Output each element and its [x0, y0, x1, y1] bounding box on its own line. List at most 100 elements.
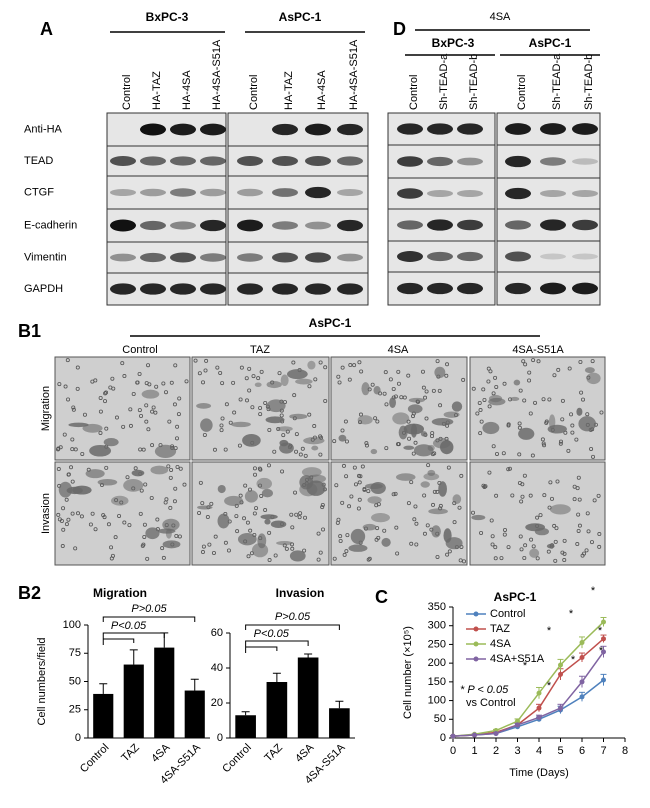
pore	[352, 465, 357, 470]
pore	[431, 502, 436, 507]
blot-band	[457, 189, 483, 198]
pore	[211, 551, 216, 556]
blot-band	[427, 189, 453, 198]
pore	[411, 451, 416, 456]
pore	[250, 405, 255, 410]
stained-cell	[266, 381, 282, 389]
blot-band	[572, 123, 598, 135]
pore	[569, 412, 574, 417]
stained-cell	[510, 396, 520, 402]
pore	[555, 479, 560, 484]
blot-band	[170, 123, 196, 136]
y-tick-label: 150	[428, 676, 446, 688]
pore	[490, 542, 495, 547]
stained-cell	[348, 544, 368, 552]
group-label: BxPC-3	[146, 10, 189, 24]
pore	[248, 528, 253, 533]
pore	[259, 369, 264, 374]
pore	[597, 532, 602, 537]
y-tick-label: 0	[440, 732, 446, 744]
blot-band	[337, 156, 363, 166]
pore	[546, 549, 551, 554]
stained-cell	[373, 386, 381, 395]
micrograph	[54, 356, 191, 461]
pore	[527, 370, 532, 375]
pore	[263, 400, 268, 405]
pore	[562, 558, 567, 563]
pore	[342, 552, 347, 557]
pore	[104, 390, 109, 395]
pore	[426, 463, 431, 468]
pore	[589, 446, 594, 451]
pore	[237, 443, 242, 448]
stained-cell	[256, 477, 273, 490]
pore	[62, 432, 67, 437]
annotation: P<0.05	[111, 620, 147, 632]
pore	[104, 465, 109, 470]
pore	[212, 447, 217, 452]
pore	[56, 512, 61, 517]
pore	[430, 434, 435, 439]
pore	[273, 553, 278, 558]
blot-band	[140, 220, 166, 231]
row-label: E-cadherin	[24, 219, 77, 231]
pore	[357, 360, 362, 365]
pore	[332, 439, 337, 444]
x-tick-label: 2	[493, 745, 499, 757]
pore	[144, 381, 149, 386]
pore	[66, 517, 71, 522]
pore	[168, 475, 173, 480]
blot-band	[457, 251, 483, 262]
pore	[142, 522, 147, 527]
pore	[281, 433, 286, 438]
lane-label: HA-TAZ	[283, 71, 295, 110]
bar	[329, 708, 350, 738]
stained-cell	[586, 372, 601, 385]
pore	[238, 493, 243, 498]
pore	[298, 452, 303, 457]
blot-band	[337, 219, 363, 232]
blot-band	[110, 283, 136, 295]
pore	[562, 538, 567, 543]
pore	[267, 428, 272, 433]
pore	[59, 519, 64, 524]
stained-cell	[276, 541, 293, 546]
pore	[244, 398, 249, 403]
pore	[155, 517, 160, 522]
pore	[356, 506, 361, 511]
pore	[98, 395, 103, 400]
pore	[478, 408, 483, 413]
bar	[297, 657, 319, 738]
pore	[312, 424, 317, 429]
stained-cell	[408, 397, 425, 403]
pore	[142, 534, 147, 539]
pore	[396, 369, 401, 374]
stained-cell	[410, 423, 418, 438]
pore	[256, 376, 261, 381]
stained-cell	[434, 366, 446, 379]
stained-cell	[242, 434, 261, 447]
blot-band	[305, 252, 331, 263]
pore	[200, 501, 205, 506]
pore	[523, 543, 528, 548]
pore	[349, 494, 354, 499]
pore	[121, 424, 126, 429]
x-tick-label: 5	[557, 745, 563, 757]
y-tick-label: 300	[428, 620, 446, 632]
pore	[297, 515, 302, 520]
pore	[259, 493, 264, 498]
pore	[166, 464, 171, 469]
group-label: BxPC-3	[432, 36, 475, 50]
blot-band	[505, 220, 531, 230]
pore	[522, 556, 527, 561]
pore	[494, 384, 499, 389]
stained-cell	[365, 483, 383, 490]
stained-cell	[367, 496, 382, 504]
pore	[70, 479, 75, 484]
pore	[103, 391, 108, 396]
y-tick-label: 100	[428, 694, 446, 706]
point	[515, 722, 520, 728]
pore	[406, 373, 411, 378]
pore	[422, 493, 427, 498]
legend-label: 4SA	[490, 638, 511, 650]
